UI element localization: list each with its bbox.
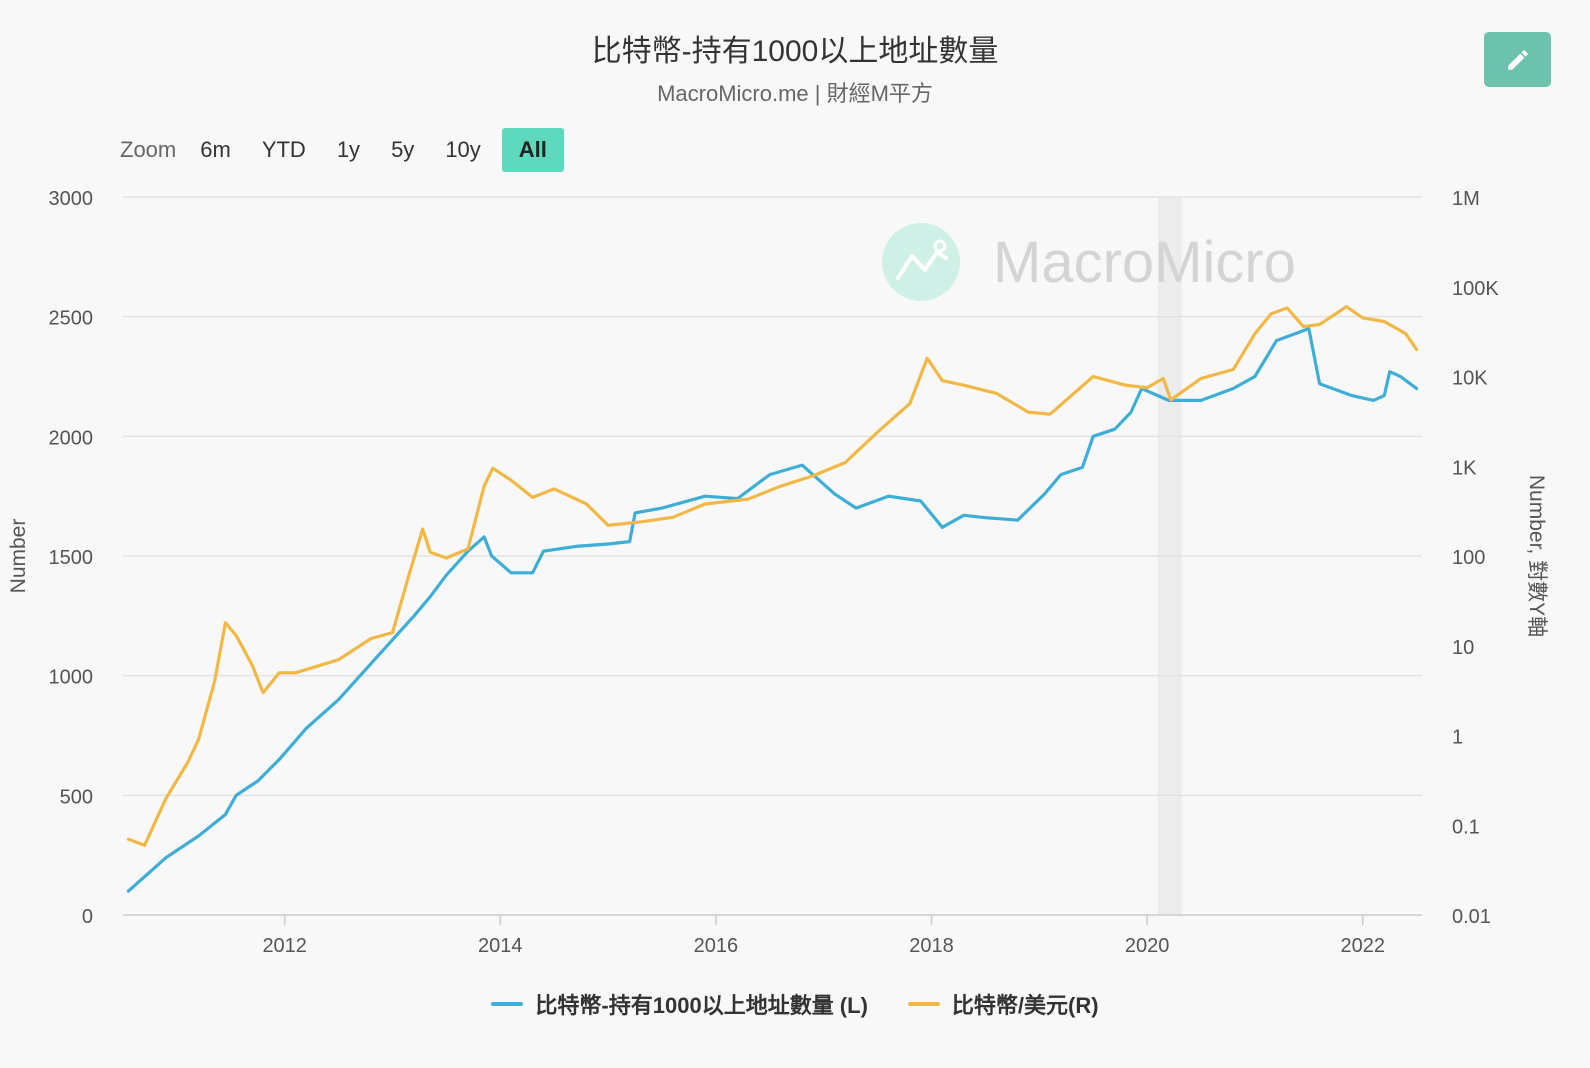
y-right-tick-label: 10K bbox=[1452, 368, 1488, 390]
x-tick-label: 2022 bbox=[1340, 935, 1385, 957]
watermark-chart-icon bbox=[896, 250, 948, 280]
legend-label: 比特幣/美元(R) bbox=[951, 993, 1099, 1018]
x-tick-label: 2014 bbox=[478, 935, 523, 957]
grid-lines bbox=[123, 196, 1422, 916]
zoom-6m-button[interactable]: 6m bbox=[200, 137, 231, 162]
chart-title: 比特幣-持有1000以上地址數量 bbox=[591, 35, 999, 68]
axes: 0 500 1000 1500 2000 2500 3000 0.01 0.1 1 10 100 1K 1… bbox=[7, 188, 1548, 957]
x-tick-label: 2016 bbox=[694, 935, 739, 957]
x-tick-label: 2018 bbox=[909, 935, 954, 957]
zoom-all-button[interactable]: All bbox=[501, 128, 564, 172]
y-left-tick-label: 0 bbox=[82, 906, 93, 928]
watermark-text: MacroMicro bbox=[993, 230, 1296, 295]
legend-label: 比特幣-持有1000以上地址數量 (L) bbox=[535, 993, 868, 1018]
y-left-tick-label: 500 bbox=[60, 786, 93, 808]
zoom-bar: Zoom 6m YTD 1y 5y 10y All bbox=[120, 128, 575, 172]
x-tick-label: 2012 bbox=[262, 935, 307, 957]
legend-item-btc-usd[interactable]: 比特幣/美元(R) bbox=[907, 988, 1099, 1020]
pencil-icon bbox=[1507, 49, 1528, 70]
series-line-btc-usd bbox=[126, 305, 1419, 847]
y-right-tick-label: 1M bbox=[1452, 188, 1480, 210]
series-line-address-count bbox=[126, 327, 1419, 893]
watermark: MacroMicro bbox=[882, 223, 1296, 301]
y-left-tick-label: 2500 bbox=[49, 308, 94, 330]
chart-subtitle: MacroMicro.me | 財經M平方 bbox=[657, 81, 933, 106]
edit-button[interactable] bbox=[1484, 32, 1551, 87]
y-right-tick-label: 100K bbox=[1452, 278, 1499, 300]
legend-item-address-count[interactable]: 比特幣-持有1000以上地址數量 (L) bbox=[491, 988, 868, 1020]
y-right-tick-label: 0.01 bbox=[1452, 906, 1491, 928]
zoom-label: Zoom bbox=[120, 137, 177, 162]
y-right-tick-label: 1 bbox=[1452, 727, 1463, 749]
watermark-logo-icon bbox=[882, 223, 960, 301]
y-right-tick-label: 0.1 bbox=[1452, 816, 1480, 838]
zoom-1y-button[interactable]: 1y bbox=[336, 137, 361, 162]
legend-swatch-blue bbox=[491, 1002, 524, 1006]
zoom-5y-button[interactable]: 5y bbox=[391, 137, 415, 162]
y-right-tick-label: 100 bbox=[1452, 547, 1485, 569]
legend: 比特幣-持有1000以上地址數量 (L) 比特幣/美元(R) bbox=[0, 988, 1590, 1020]
series-lines bbox=[126, 305, 1419, 893]
y-right-axis-title: Number, 對數Y軸 bbox=[1525, 475, 1548, 637]
x-tick-label: 2020 bbox=[1125, 935, 1170, 957]
watermark-dot-icon bbox=[933, 239, 947, 253]
y-left-tick-label: 3000 bbox=[49, 188, 94, 210]
zoom-10y-button[interactable]: 10y bbox=[445, 137, 481, 162]
zoom-ytd-button[interactable]: YTD bbox=[261, 137, 306, 162]
y-left-tick-label: 1000 bbox=[49, 667, 94, 689]
legend-swatch-orange bbox=[907, 1002, 940, 1006]
y-left-tick-label: 1500 bbox=[49, 547, 94, 569]
y-right-tick-label: 1K bbox=[1452, 457, 1477, 479]
y-right-tick-label: 10 bbox=[1452, 637, 1474, 659]
y-left-axis-title: Number bbox=[7, 519, 30, 594]
y-left-tick-label: 2000 bbox=[49, 427, 94, 449]
